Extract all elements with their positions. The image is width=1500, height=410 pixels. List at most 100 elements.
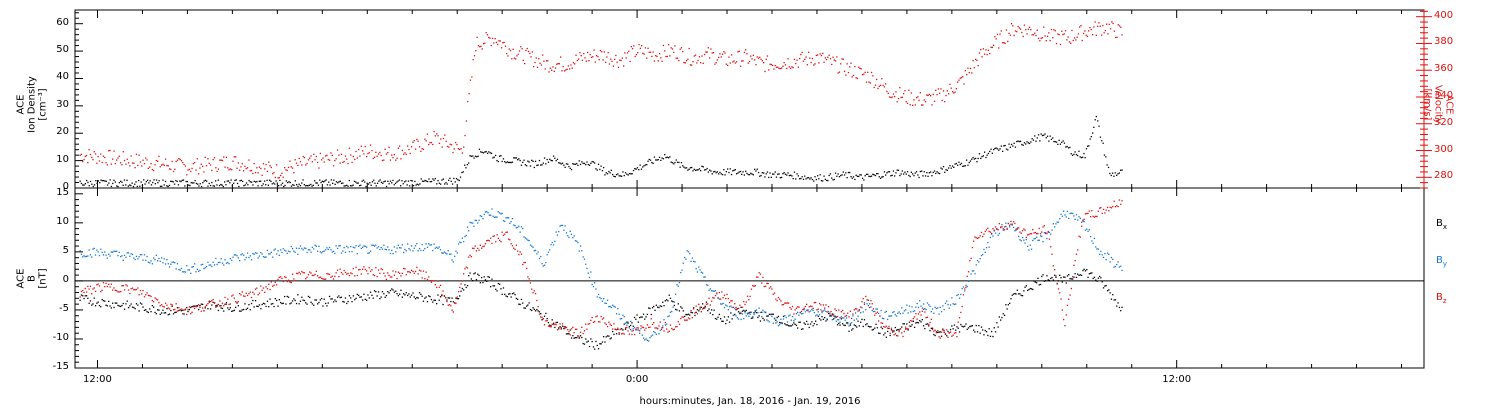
b-series-0-point [459,295,461,297]
b-series-2-point [114,289,116,291]
b-series-2-point [545,320,547,322]
b-series-0-point [745,309,747,312]
b-series-2-point [315,270,317,272]
velocity-series-point [750,55,752,57]
velocity-series-point [97,155,99,158]
density-series-point [664,154,666,156]
b-series-0-point [143,309,146,311]
b-series-0-point [969,325,971,328]
b-series-2-point [532,292,534,294]
b-series-0-point [637,321,639,323]
b-series-2-point [392,270,394,272]
velocity-series-point [303,157,306,159]
density-series-point [770,176,772,178]
velocity-series-point [1008,32,1010,34]
b-series-0-point [473,273,475,275]
density-series-point [903,173,905,175]
b-series-2-point [244,295,246,297]
b-series-0-point [690,311,692,313]
b-series-0-point [326,305,328,307]
b-series-0-point [287,296,290,298]
b-series-1-point [149,262,151,264]
b-series-1-point [451,259,453,261]
velocity-series-point [810,61,812,64]
velocity-series-point [1048,32,1050,34]
b-series-1-point [220,258,222,260]
density-series-point [123,179,126,181]
density-series-point [1087,145,1089,147]
velocity-series-point [790,67,792,70]
density-series-point [204,179,207,181]
density-series-point [492,157,494,159]
velocity-series-point [558,63,560,65]
b-series-1-point [434,247,436,249]
density-series-point [727,168,729,170]
b-series-1-point [770,313,772,316]
b-series-1-point [960,293,962,295]
b-series-0-point [961,325,963,327]
b-series-1-point [1047,231,1049,233]
velocity-series-point [984,53,986,55]
b-series-1-point [937,307,939,309]
b-series-0-point [901,326,903,328]
velocity-series-point [460,148,462,150]
b-series-0-point [885,336,887,338]
b-series-0-point [170,309,172,312]
b-series-1-point [456,252,458,254]
b-series-1-point [108,253,110,255]
velocity-series-point [642,52,644,54]
b-series-2-point [216,304,218,306]
b-series-1-point [588,276,591,279]
b-series-0-point [534,310,537,312]
b-series-2-point [989,231,992,233]
b-series-1-point [919,300,921,302]
velocity-series-point [696,62,698,64]
velocity-series-point [1089,27,1091,29]
density-series-point [278,185,280,187]
density-series-point [360,184,362,186]
density-series-point [1012,145,1014,147]
b-series-0-point [717,316,719,318]
b-series-2-point [1000,226,1002,228]
density-series-point [89,180,92,183]
density-series-point [949,165,951,167]
density-series-point [290,185,293,187]
b-series-1-point [260,252,262,254]
density-series-point [118,182,120,184]
b-series-2-point [379,272,381,274]
density-series-point [888,171,891,173]
density-series-point [216,184,218,186]
density-series-point [778,173,780,175]
b-series-0-point [956,326,958,328]
velocity-series-point [661,60,663,62]
b-series-2-point [1077,249,1079,251]
b-series-1-point [429,244,431,246]
b-series-0-point [925,323,927,325]
b-series-0-point [1003,314,1006,316]
b-series-2-point [773,292,776,294]
b-series-1-point [1033,238,1035,240]
density-series-point [565,163,568,165]
density-series-point [651,161,653,164]
b-series-0-point [331,298,333,300]
b-series-2-point [225,303,228,305]
b-series-1-point [890,315,893,317]
b-series-2-point [920,314,922,316]
b-series-2-point [658,325,660,327]
b-series-1-point [666,323,668,325]
velocity-series-point [212,158,214,161]
velocity-series-point [933,100,936,102]
density-series-point [655,159,657,161]
b-series-1-point [495,216,497,218]
b-series-1-point [892,311,894,314]
density-series-point [466,164,468,166]
b-series-1-point [964,290,966,292]
density-series-point [685,167,688,169]
b-series-2-point [594,320,596,323]
density-series-point [628,172,631,175]
velocity-series-point [1009,34,1011,36]
velocity-series-point [560,56,562,58]
density-series-point [809,178,811,180]
b-series-0-point [422,300,425,302]
b-series-2-point [728,301,731,304]
